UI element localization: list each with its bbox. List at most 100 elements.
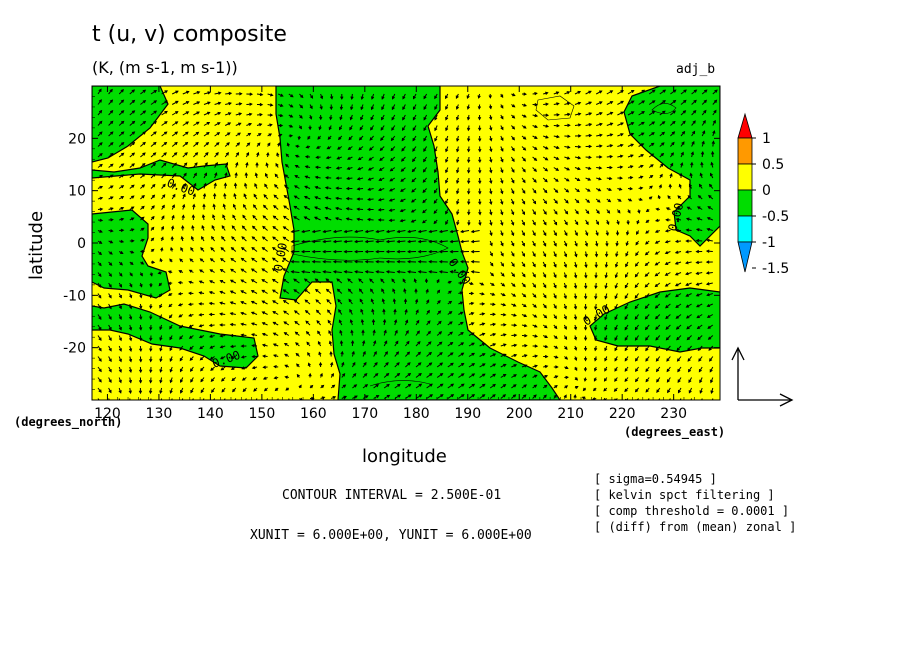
wind-vector — [532, 124, 538, 129]
wind-vector — [445, 104, 449, 110]
wind-vector — [240, 246, 247, 252]
wind-vector — [654, 218, 660, 223]
wind-vector — [150, 248, 155, 252]
wind-vector — [214, 122, 221, 126]
wind-vector — [159, 335, 163, 341]
wind-vector — [193, 162, 198, 168]
wind-vector — [574, 123, 582, 127]
colorbar-label: 0 — [762, 183, 771, 199]
wind-vector — [686, 324, 692, 330]
wind-vector — [447, 331, 454, 336]
wind-vector — [510, 240, 515, 247]
wind-vector — [97, 240, 103, 244]
wind-vector — [255, 161, 259, 168]
y-tick-label: 20 — [68, 131, 86, 147]
wind-vector — [388, 198, 395, 202]
wind-vector — [455, 104, 460, 110]
wind-vector — [161, 131, 168, 137]
wind-vector — [232, 387, 237, 393]
wind-vector — [542, 156, 549, 161]
wind-vector — [489, 240, 493, 247]
wind-vector — [596, 122, 603, 127]
wind-vector — [467, 198, 471, 205]
wind-vector — [655, 335, 661, 341]
wind-vector — [521, 394, 527, 399]
wind-vector — [634, 314, 640, 320]
wind-vector — [179, 335, 184, 340]
wind-vector — [303, 216, 311, 221]
wind-vector — [574, 156, 582, 160]
wind-vector — [261, 279, 268, 284]
wind-vector — [286, 142, 290, 147]
wind-vector — [272, 332, 279, 336]
wind-vector — [383, 372, 390, 378]
wind-vector — [468, 394, 476, 399]
wind-vector — [665, 335, 671, 341]
wind-vector — [412, 135, 417, 142]
wind-vector — [412, 156, 417, 163]
wind-vector — [648, 164, 654, 168]
note-filter: [ kelvin spct filtering ] — [594, 488, 775, 502]
wind-vector — [385, 229, 395, 234]
wind-vector — [256, 133, 262, 137]
wind-vector — [276, 152, 280, 158]
wind-vector — [149, 293, 153, 299]
wind-vector — [118, 335, 122, 342]
wind-vector — [362, 395, 369, 399]
wind-vector — [500, 333, 507, 337]
wind-vector — [396, 249, 406, 254]
wind-vector — [284, 163, 290, 168]
wind-vector — [574, 251, 578, 258]
wind-vector — [167, 281, 173, 285]
wind-vector — [456, 146, 460, 153]
wind-vector — [468, 383, 476, 389]
wind-vector — [383, 329, 387, 336]
wind-vector — [458, 291, 464, 295]
wind-vector — [235, 112, 243, 116]
wind-vector — [479, 312, 486, 316]
wind-vector — [543, 91, 549, 95]
wind-vector — [478, 167, 482, 174]
wind-vector — [245, 151, 250, 158]
wind-vector — [659, 131, 666, 137]
wind-vector — [225, 112, 232, 116]
wind-vector — [200, 366, 205, 372]
wind-vector — [699, 172, 703, 179]
wind-vector — [278, 103, 284, 107]
wind-vector — [97, 185, 104, 189]
wind-vector — [225, 91, 233, 96]
wind-vector — [553, 167, 560, 171]
wind-vector — [521, 230, 525, 237]
wind-vector — [290, 260, 300, 264]
wind-vector — [428, 239, 438, 244]
wind-vector — [349, 114, 353, 121]
wind-vector — [563, 261, 568, 268]
colorbar-segment — [737, 137, 753, 165]
wind-vector — [405, 362, 411, 368]
wind-vector — [603, 387, 608, 392]
wind-vector — [489, 188, 493, 195]
wind-vector — [368, 156, 374, 161]
wind-vector — [543, 135, 549, 139]
wind-vector — [697, 195, 703, 200]
negative-region-5 — [275, 86, 561, 400]
wind-vector — [283, 195, 290, 200]
wind-vector — [108, 282, 112, 288]
wind-vector — [108, 109, 114, 116]
wind-vector — [296, 373, 300, 378]
wind-vector — [370, 114, 375, 121]
wind-vector — [283, 321, 290, 326]
wind-vector — [553, 375, 559, 379]
wind-vector — [532, 334, 538, 338]
wind-vector — [240, 268, 247, 273]
wind-vector — [445, 198, 449, 205]
wind-vector — [488, 104, 493, 110]
wind-vector — [624, 303, 629, 310]
wind-vector — [412, 146, 417, 152]
wind-vector — [434, 146, 438, 153]
wind-vector — [404, 308, 408, 315]
wind-vector — [490, 302, 496, 306]
wind-vector — [706, 238, 713, 243]
wind-vector — [604, 324, 608, 331]
